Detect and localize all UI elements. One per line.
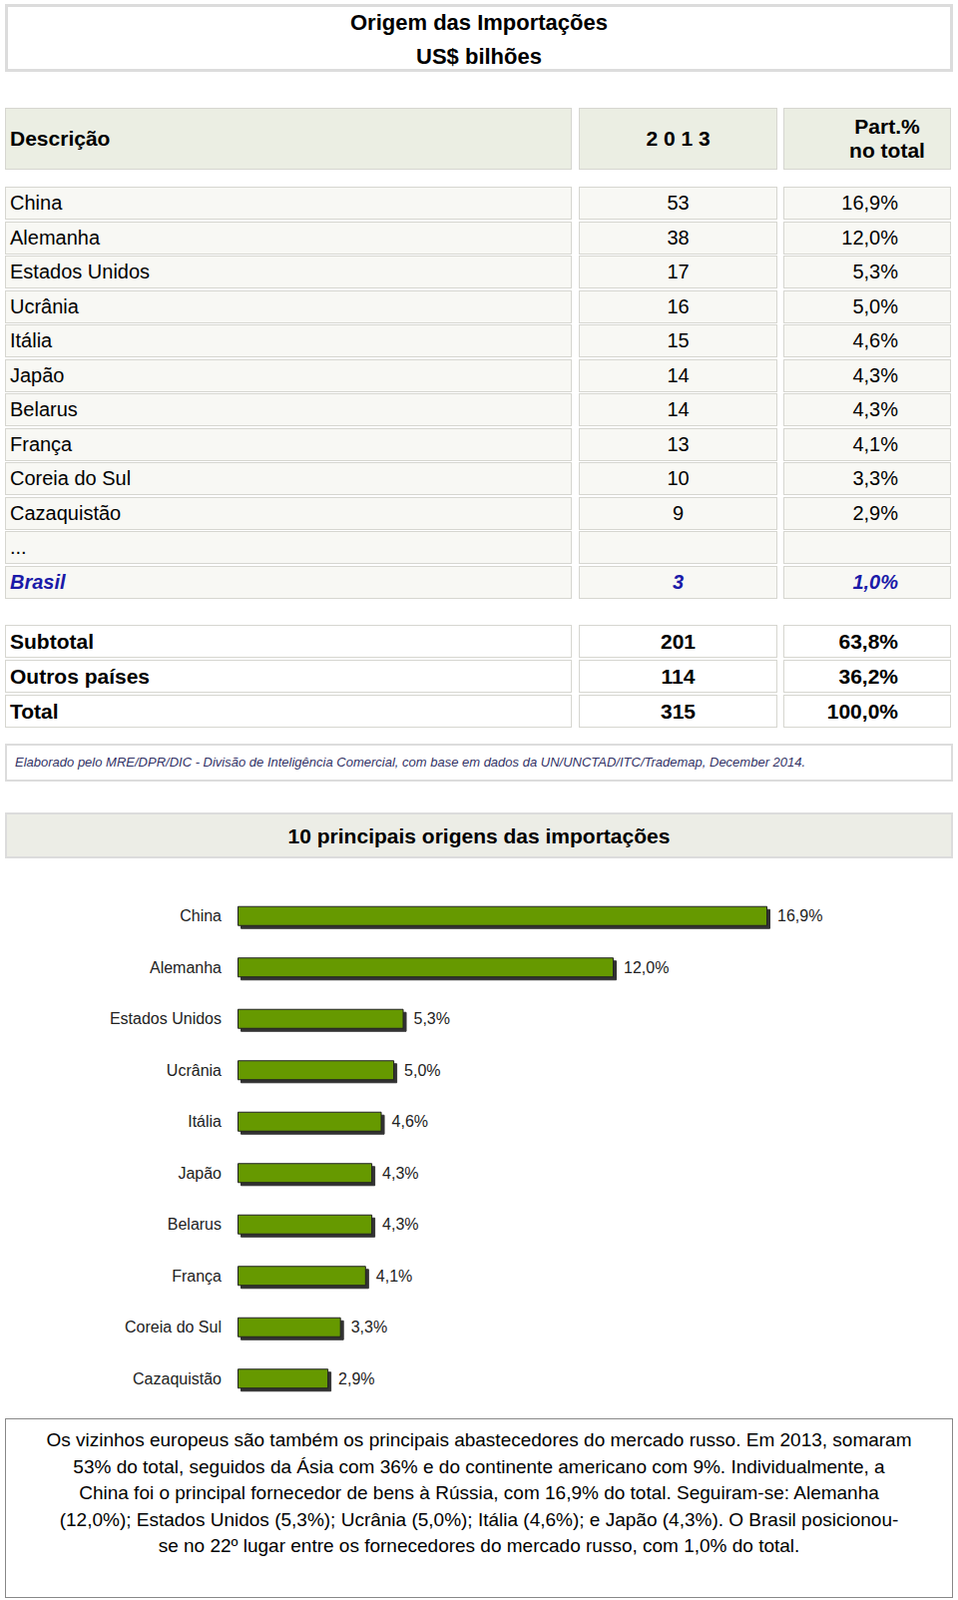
html-text:63,8%: 63,8% <box>838 629 899 653</box>
html-text:(12,0%); Estados Unidos (5,3%): (12,0%); Estados Unidos (5,3%); Ucrânia … <box>59 1508 899 1530</box>
html-text:9: 9 <box>672 501 684 524</box>
html-text:5,0%: 5,0% <box>852 294 899 317</box>
html-text:Itália: Itália <box>9 329 53 352</box>
svg-text:Estados Unidos: Estados Unidos <box>109 1009 222 1027</box>
html-text:Total: Total <box>9 699 59 722</box>
svg-text:5,3%: 5,3% <box>414 1009 451 1027</box>
svg-text:Belarus: Belarus <box>167 1215 222 1233</box>
html-text:4,6%: 4,6% <box>852 329 899 352</box>
html-text:Outros países: Outros países <box>9 664 150 688</box>
html-text:Alemanha: Alemanha <box>9 226 100 248</box>
svg-text:4,1%: 4,1% <box>376 1267 413 1285</box>
html-text:13: 13 <box>667 432 690 455</box>
html-text:Subtotal: Subtotal <box>9 629 94 653</box>
html-text:16: 16 <box>667 294 690 317</box>
html-text:Japão: Japão <box>9 363 65 386</box>
html-text:12,0%: 12,0% <box>841 226 899 248</box>
svg-text:Itália: Itália <box>187 1112 222 1130</box>
html-text:Coreia do Sul: Coreia do Sul <box>9 467 131 489</box>
html-text:16,9%: 16,9% <box>841 191 899 214</box>
html-text:1,0%: 1,0% <box>852 570 899 593</box>
svg-text:Alemanha: Alemanha <box>149 958 222 976</box>
svg-text:12,0%: 12,0% <box>623 958 669 976</box>
svg-text:Coreia do Sul: Coreia do Sul <box>124 1318 222 1336</box>
html-text:100,0%: 100,0% <box>827 699 899 722</box>
html-text:Brasil: Brasil <box>9 570 66 593</box>
html-text:Part.%: Part.% <box>854 114 920 138</box>
svg-text:Cazaquistão: Cazaquistão <box>132 1370 222 1388</box>
html-text:França: França <box>9 432 73 455</box>
html-text:17: 17 <box>667 260 690 283</box>
html-text:53: 53 <box>667 191 690 214</box>
html-text:2 0 1 3: 2 0 1 3 <box>646 126 711 150</box>
html-text:no total: no total <box>849 138 925 162</box>
svg-text:2,9%: 2,9% <box>338 1370 375 1388</box>
html-text:4,3%: 4,3% <box>852 398 899 421</box>
html-text:Descrição: Descrição <box>9 126 111 150</box>
html-text:China: China <box>9 191 63 214</box>
html-text:Cazaquistão: Cazaquistão <box>9 501 121 524</box>
svg-text:Ucrânia: Ucrânia <box>166 1061 222 1079</box>
html-text:Estados Unidos: Estados Unidos <box>9 260 150 283</box>
html-text:Ucrânia: Ucrânia <box>9 294 79 317</box>
svg-text:5,0%: 5,0% <box>404 1061 441 1079</box>
svg-text:Japão: Japão <box>177 1164 222 1182</box>
html-text:36,2%: 36,2% <box>838 664 899 688</box>
html-text:315: 315 <box>660 699 696 722</box>
html-text:14: 14 <box>667 363 690 386</box>
html-text:10: 10 <box>667 467 690 489</box>
html-text:2,9%: 2,9% <box>852 501 899 524</box>
html-text:4,1%: 4,1% <box>852 432 899 455</box>
svg-text:China: China <box>179 907 222 925</box>
html-text:US$ bilhões: US$ bilhões <box>416 43 542 69</box>
html-text:Belarus: Belarus <box>9 398 78 421</box>
html-text:14: 14 <box>667 398 690 421</box>
svg-text:4,3%: 4,3% <box>382 1215 419 1233</box>
html-text:3: 3 <box>672 570 684 593</box>
html-text:Os vizinhos europeus são també: Os vizinhos europeus são também os princ… <box>46 1429 912 1450</box>
html-text:38: 38 <box>667 226 690 248</box>
html-text:5,3%: 5,3% <box>852 260 899 283</box>
svg-text:4,3%: 4,3% <box>382 1164 419 1182</box>
svg-text:França: França <box>171 1267 222 1285</box>
html-text:114: 114 <box>661 664 695 688</box>
html-text:se no 22º lugar entre os forne: se no 22º lugar entre os fornecedores do… <box>158 1534 800 1556</box>
html-text:China foi o principal forneced: China foi o principal fornecedor de bens… <box>79 1481 879 1503</box>
html-text:Origem das Importações: Origem das Importações <box>350 9 608 35</box>
html-text:Elaborado pelo MRE/DPR/DIC - D: Elaborado pelo MRE/DPR/DIC - Divisão de … <box>14 754 806 770</box>
html-text:4,3%: 4,3% <box>852 363 899 386</box>
html-text:201: 201 <box>660 629 696 653</box>
html-text:53% do total, seguidos da Ásia: 53% do total, seguidos da Ásia com 36% e… <box>73 1455 885 1477</box>
svg-text:3,3%: 3,3% <box>351 1318 388 1336</box>
html-text:3,3%: 3,3% <box>852 467 899 489</box>
svg-text:16,9%: 16,9% <box>777 907 823 925</box>
html-text:10 principais origens das impo: 10 principais origens das importações <box>287 824 671 848</box>
html-text:15: 15 <box>667 329 690 352</box>
svg-text:4,6%: 4,6% <box>392 1112 429 1130</box>
